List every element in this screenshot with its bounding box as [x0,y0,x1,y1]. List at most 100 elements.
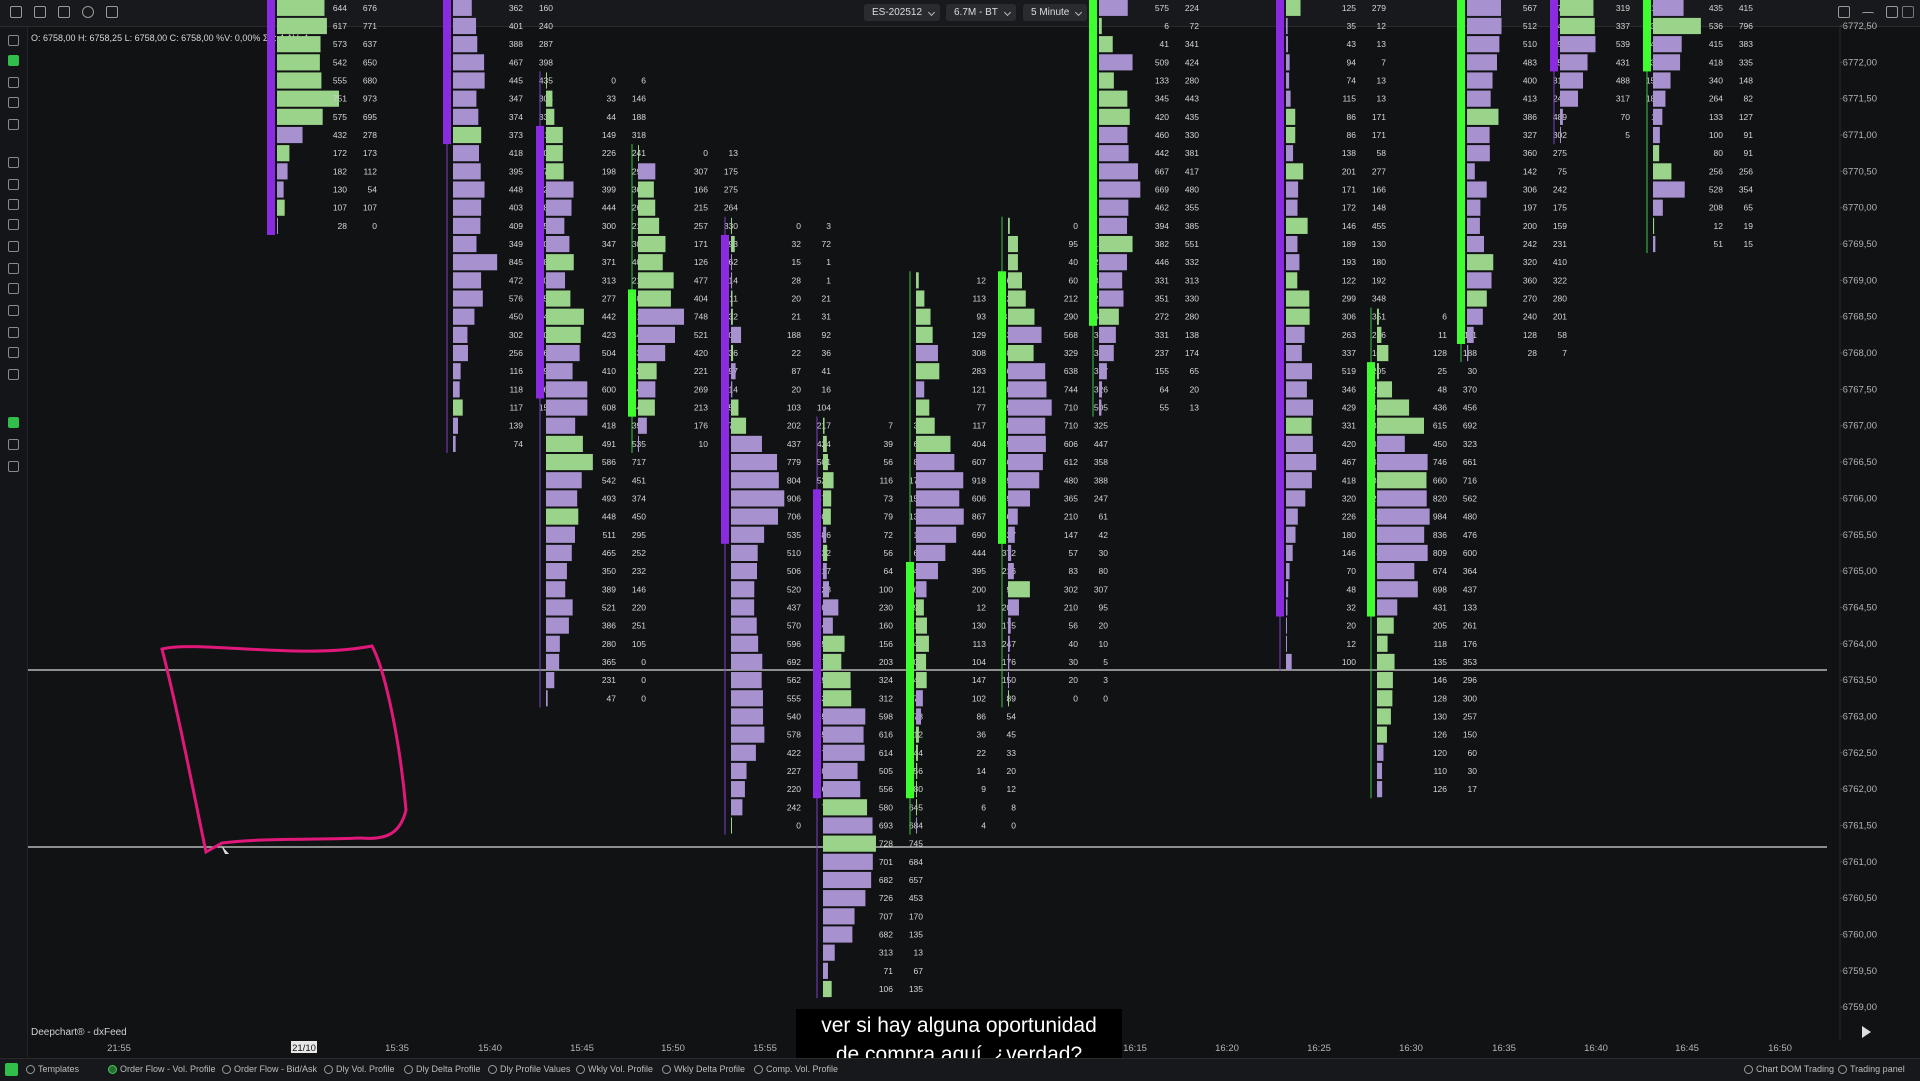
tool[interactable] [8,77,19,88]
volume-bar [1008,308,1035,325]
layout-tab[interactable]: Wkly Vol. Profile [576,1064,653,1074]
volume-bar [1377,563,1415,580]
bid-value: 511 [602,530,616,540]
layout-tab[interactable]: Comp. Vol. Profile [754,1064,838,1074]
volume-bar [731,817,732,834]
tool[interactable] [8,305,19,316]
settings-icon[interactable] [82,6,94,18]
close-icon[interactable] [10,6,22,18]
feed-dropdown[interactable]: 6.7M - BT [946,4,1016,21]
volume-bar [1467,163,1475,180]
bars-icon[interactable] [58,6,70,18]
ask-value: 330 [1185,294,1199,304]
tool[interactable] [8,283,19,294]
ask-value: 224 [1185,3,1199,13]
ask-value: 278 [363,130,377,140]
chart-icon[interactable] [34,6,46,18]
tool[interactable] [8,439,19,450]
tool[interactable] [8,327,19,338]
volume-bar [1560,108,1563,125]
tool[interactable] [8,157,19,168]
bid-value: 845 [509,257,523,267]
volume-bar [1099,199,1129,216]
layout-tab[interactable]: Dly Profile Values [488,1064,570,1074]
layout-tab[interactable]: Wkly Delta Profile [662,1064,745,1074]
maximize-icon[interactable] [1838,6,1850,18]
layout-tab[interactable]: Order Flow - Vol. Profile [108,1064,216,1074]
volume-bar [546,453,593,471]
bid-value: 230 [879,602,893,612]
restore-icon[interactable] [1886,6,1898,18]
bid-value: 28 [1528,348,1538,358]
bid-value: 308 [972,348,986,358]
ask-value: 220 [632,602,646,612]
volume-bar [546,599,573,616]
tool[interactable] [8,461,19,472]
bid-value: 418 [1709,57,1723,67]
bid-value: 521 [602,602,616,612]
bid-value: 12 [1714,221,1724,231]
ask-value: 348 [1372,294,1386,304]
ask-value: 82 [1744,94,1754,104]
tool[interactable] [8,417,19,428]
ask-value: 417 [1185,166,1199,176]
close-window-icon[interactable] [1902,6,1914,18]
ask-value: 171 [1372,112,1386,122]
price-label: 6768,50 [1843,312,1877,323]
symbol-dropdown[interactable]: ES-202512 [864,4,941,21]
tool[interactable] [8,369,19,380]
volume-bar [638,344,666,362]
tool[interactable] [8,199,19,210]
volume-bar [1099,235,1133,253]
interval-dropdown[interactable]: 5 Minute [1023,4,1088,21]
bid-value: 203 [879,657,893,667]
minimize-icon[interactable] [1862,12,1874,24]
bid-value: 30 [1069,657,1079,667]
bid-value: 122 [1342,275,1356,285]
panel-toggle[interactable]: Trading panel [1838,1064,1905,1074]
volume-bar [1008,326,1042,343]
tool[interactable] [8,219,19,230]
tool[interactable] [8,97,19,108]
tool[interactable] [8,263,19,274]
volume-bar [1286,344,1302,362]
ask-value: 322 [1553,275,1567,285]
volume-bar [916,326,933,343]
time-label: 16:35 [1492,1043,1516,1054]
tool[interactable] [8,179,19,190]
time-label: 15:55 [753,1043,777,1054]
volume-bar [916,344,938,362]
layout-tab[interactable]: Order Flow - Bid/Ask [222,1064,317,1074]
bid-value: 22 [977,748,987,758]
ask-value: 205 [1372,366,1386,376]
ask-value: 280 [1185,312,1199,322]
bid-value: 867 [972,512,986,522]
volume-bar [1467,344,1469,362]
panel-toggle[interactable]: Chart DOM Trading [1744,1064,1834,1074]
tool[interactable] [8,119,19,130]
volume-bar [1467,54,1497,71]
bid-value: 48 [1347,584,1357,594]
bid-value: 809 [1433,548,1447,558]
bid-value: 231 [602,675,616,685]
bid-value: 436 [1433,403,1447,413]
bid-value: 660 [1433,475,1447,485]
layout-tab[interactable]: Dly Delta Profile [404,1064,481,1074]
volume-bar [453,344,468,362]
bid-value: 94 [1347,57,1357,67]
layout-tab[interactable]: Templates [26,1064,79,1074]
volume-bar [1560,54,1588,71]
bid-value: 72 [884,530,894,540]
layout-tab[interactable]: Dly Vol. Profile [324,1064,395,1074]
bid-value: 346 [1342,384,1356,394]
bid-value: 617 [333,21,347,31]
volume-bar [453,90,477,107]
volume-bar [638,417,647,434]
tool[interactable] [8,347,19,358]
tool[interactable] [8,55,19,66]
scroll-arrow[interactable] [1862,1026,1871,1038]
tool[interactable] [8,35,19,46]
tool[interactable] [8,241,19,252]
ask-value: 3 [826,221,831,231]
dollar-icon[interactable] [106,6,118,18]
